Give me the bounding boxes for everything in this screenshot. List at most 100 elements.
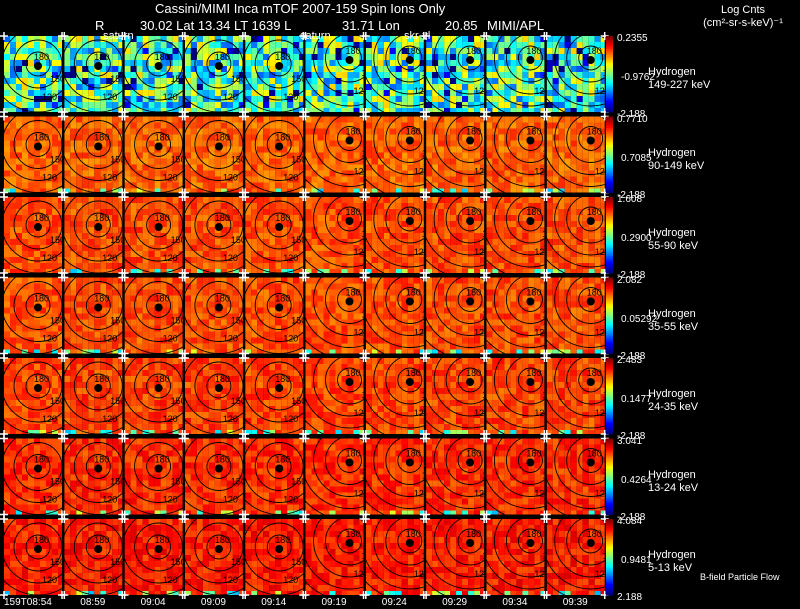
contour-label: 150 xyxy=(422,471,437,481)
contour-label: 120 xyxy=(595,489,610,499)
contour-label: 150 xyxy=(110,235,125,245)
contour-label: 150 xyxy=(603,229,618,239)
species-label-5: Hydrogen xyxy=(648,468,696,481)
panel-r5-c0: 180 150 120 xyxy=(0,434,66,519)
contour-label: 150 xyxy=(291,74,306,84)
contour-label: 150 xyxy=(291,396,306,406)
colorbar-mid-6: 0.9481 xyxy=(621,555,652,566)
longitude-readout: 31.71 Lon xyxy=(342,18,400,33)
panel-r2-c5: 180 150 120 xyxy=(301,193,368,277)
contour-label: 180 xyxy=(275,133,290,143)
panel-r3-c4: 180 150 120 xyxy=(241,273,308,358)
contour-label: 150 xyxy=(50,316,65,326)
panel-r4-c6: 180 150 120 xyxy=(361,354,437,438)
energy-label-0: 149-227 keV xyxy=(648,79,711,91)
contour-label: 180 xyxy=(275,535,290,545)
colorbar-max-6: 4.084 xyxy=(617,516,643,527)
contour-label: 180 xyxy=(587,288,602,298)
energy-label-6: 5-13 keV xyxy=(648,562,693,574)
contour-label: 150 xyxy=(171,235,186,245)
panel-r0-c3: 180 150 120 xyxy=(180,32,247,116)
panel-r0-c2: 180 150 120 xyxy=(120,32,187,116)
species-label-6: Hydrogen xyxy=(648,549,696,561)
colorbar-0 xyxy=(606,36,613,113)
time-label-7: 09:29 xyxy=(442,597,468,608)
panel-r6-c1: 180 150 120 xyxy=(60,515,127,599)
panel-r3-c6: 180 150 120 xyxy=(361,273,429,358)
contour-label: 120 xyxy=(534,489,549,499)
contour-label: 120 xyxy=(534,569,549,579)
contour-label: 120 xyxy=(414,328,429,338)
panel-r6-c2: 180 150 120 xyxy=(120,515,187,599)
contour-label: 180 xyxy=(155,52,170,62)
contour-label: 150 xyxy=(482,310,497,320)
contour-label: 150 xyxy=(362,310,377,320)
contour-label: 150 xyxy=(171,74,186,84)
contour-label: 180 xyxy=(94,535,109,545)
panel-r1-c1: 180 150 120 xyxy=(60,112,127,197)
time-label-1: 08:59 xyxy=(80,597,106,608)
contour-label: 120 xyxy=(283,173,298,183)
panel-r4-c7: 180 150 120 xyxy=(422,354,489,438)
panel-r0-c8: 180 150 120 xyxy=(482,32,557,116)
contour-label: 120 xyxy=(223,414,238,424)
contour-label: 180 xyxy=(406,127,421,137)
contour-label: 150 xyxy=(422,551,437,561)
panel-r3-c8: 180 150 120 xyxy=(482,273,549,358)
colorbar-mid-2: 0.2900 xyxy=(621,233,652,244)
colorbar-min-5: -2.188 xyxy=(617,511,646,523)
panel-r1-c0: 180 150 120 xyxy=(0,112,66,197)
contour-label: 120 xyxy=(223,575,238,585)
colorbar-min-1: -2.188 xyxy=(617,189,646,201)
contour-label: 120 xyxy=(534,408,549,418)
panel-r5-c3: 180 150 120 xyxy=(180,434,247,519)
contour-label: 180 xyxy=(34,133,49,143)
contour-label: 150 xyxy=(291,316,306,326)
contour-label: 120 xyxy=(283,575,298,585)
contour-label: 150 xyxy=(50,235,65,245)
contour-label: 120 xyxy=(595,247,610,257)
contour-label: 120 xyxy=(474,247,489,257)
contour-label: 180 xyxy=(466,449,481,459)
panel-r3-c3: 180 150 120 xyxy=(180,273,247,358)
panel-r1-c7: 180 150 120 xyxy=(422,112,489,197)
contour-label: 150 xyxy=(603,390,618,400)
contour-label: 120 xyxy=(474,408,489,418)
contour-label: 120 xyxy=(595,328,610,338)
species-label-2: Hydrogen xyxy=(648,227,696,239)
footnote-label: B-field Particle Flow xyxy=(700,572,780,582)
contour-label: 120 xyxy=(595,408,610,418)
contour-label: 150 xyxy=(110,477,125,487)
annotation-saturn-1: saturn xyxy=(103,30,134,42)
panel-r6-c6: 180 150 120 xyxy=(361,515,437,599)
contour-label: 180 xyxy=(94,455,109,465)
contour-label: 120 xyxy=(283,495,298,505)
contour-label: 150 xyxy=(603,471,618,481)
contour-label: 120 xyxy=(354,489,369,499)
contour-label: 150 xyxy=(231,316,246,326)
contour-label: 120 xyxy=(42,495,57,505)
contour-label: 150 xyxy=(422,390,437,400)
panel-r1-c2: 180 150 120 xyxy=(120,112,187,197)
contour-label: 150 xyxy=(291,477,306,487)
contour-label: 120 xyxy=(163,495,178,505)
contour-label: 180 xyxy=(587,46,602,56)
contour-label: 150 xyxy=(110,557,125,567)
contour-label: 150 xyxy=(542,68,557,78)
contour-label: 120 xyxy=(474,167,489,177)
contour-label: 120 xyxy=(534,328,549,338)
colorbar-2 xyxy=(606,197,613,274)
contour-label: 150 xyxy=(603,551,618,561)
contour-label: 180 xyxy=(215,294,230,304)
time-label-8: 09:34 xyxy=(502,597,528,608)
panel-r1-c5: 180 150 120 xyxy=(301,112,368,197)
contour-label: 180 xyxy=(94,213,109,223)
contour-label: 180 xyxy=(526,127,541,137)
panel-r0-c4: 180 150 120 xyxy=(241,32,308,116)
panel-r4-c2: 180 150 120 xyxy=(120,354,187,438)
contour-label: 180 xyxy=(275,294,290,304)
contour-label: 180 xyxy=(215,535,230,545)
contour-label: 150 xyxy=(422,68,437,78)
contour-label: 180 xyxy=(34,374,49,384)
panel-r2-c7: 180 150 120 xyxy=(422,193,489,277)
